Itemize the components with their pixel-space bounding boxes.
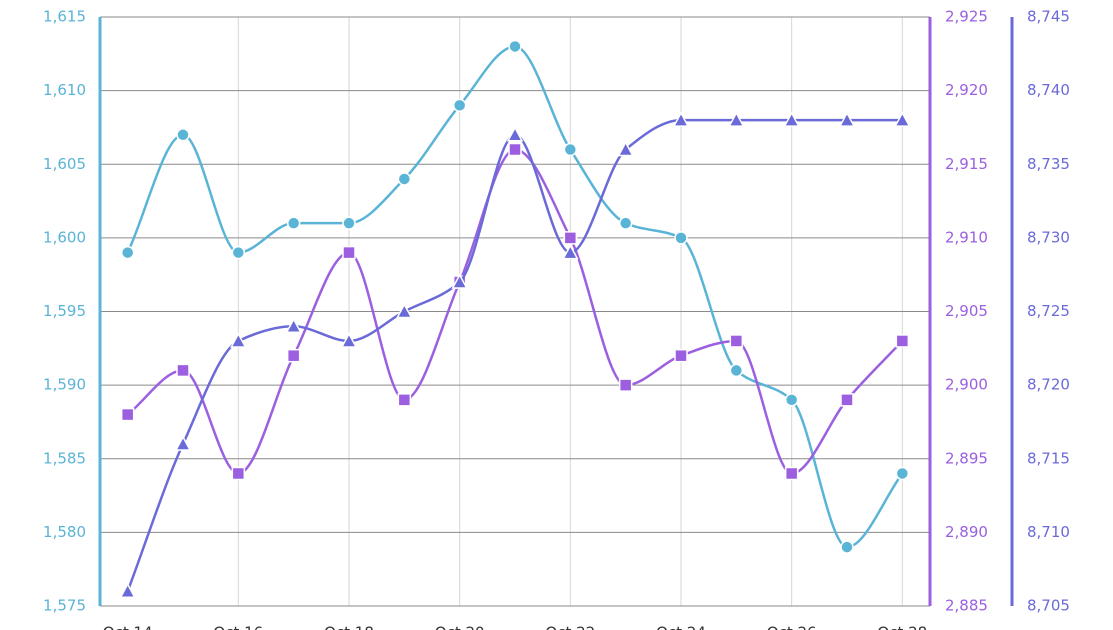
point-marker [562, 244, 579, 260]
y2-tick-label: 2,925 [945, 8, 988, 26]
y3-tick-label: 8,715 [1027, 449, 1070, 467]
point-marker [396, 302, 413, 319]
y-tick-label: 1,605 [43, 155, 86, 173]
point-marker [286, 216, 301, 230]
point-marker [452, 98, 467, 113]
point-marker [286, 348, 301, 363]
y-tick-label: 1,600 [43, 228, 86, 246]
point-marker [729, 363, 744, 378]
y2-tick-label: 2,895 [945, 449, 988, 467]
x-tick-label: Oct 16 [213, 624, 263, 630]
point-marker [176, 363, 190, 378]
y-tick-label: 1,580 [43, 523, 86, 541]
y-tick-label: 1,575 [43, 597, 86, 615]
y-tick-label: 1,595 [43, 302, 86, 320]
y3-tick-label: 8,725 [1027, 302, 1070, 320]
point-marker [342, 216, 356, 230]
x-tick-label: Oct 26 [767, 624, 817, 630]
point-marker [451, 273, 468, 289]
point-marker [563, 142, 578, 157]
point-marker [838, 111, 856, 127]
y3-tick-label: 8,720 [1027, 376, 1070, 394]
point-marker [840, 540, 854, 554]
y2-tick-label: 2,910 [945, 228, 988, 246]
point-marker [895, 334, 910, 348]
point-marker [894, 111, 911, 127]
point-marker [120, 245, 135, 260]
y2-tick-label: 2,920 [945, 81, 988, 99]
x-tick-label: Oct 14 [103, 624, 153, 630]
point-marker [176, 128, 190, 142]
x-tick-label: Oct 18 [324, 624, 374, 630]
y3-tick-label: 8,745 [1027, 8, 1070, 26]
y3-tick-label: 8,710 [1027, 523, 1070, 541]
point-marker [617, 140, 634, 157]
point-marker [174, 435, 192, 451]
point-marker [120, 407, 135, 422]
point-marker [508, 142, 522, 157]
y3-tick-label: 8,735 [1027, 155, 1070, 173]
point-marker [342, 245, 356, 260]
point-marker [397, 393, 412, 407]
x-tick-label: Oct 24 [656, 624, 706, 630]
point-marker [783, 111, 800, 127]
y3-tick-label: 8,740 [1027, 81, 1070, 99]
point-marker [119, 582, 136, 599]
point-marker [230, 332, 247, 348]
point-marker [508, 39, 522, 54]
point-marker [231, 245, 246, 260]
point-marker [840, 393, 854, 407]
series-line [126, 118, 903, 592]
point-marker [618, 216, 633, 230]
y-tick-label: 1,615 [43, 8, 86, 26]
y2-tick-label: 2,885 [945, 597, 988, 615]
y2-tick-label: 2,890 [945, 523, 988, 541]
y-tick-label: 1,610 [43, 81, 86, 99]
y3-tick-label: 8,705 [1027, 597, 1070, 615]
point-marker [285, 317, 302, 333]
point-marker [506, 126, 524, 142]
y2-tick-label: 2,900 [945, 376, 988, 394]
y2-tick-label: 2,915 [945, 155, 988, 173]
y3-tick-label: 8,730 [1027, 228, 1070, 246]
y-tick-label: 1,585 [43, 449, 86, 467]
point-marker [784, 466, 799, 481]
point-marker [728, 111, 745, 127]
point-marker [674, 231, 688, 245]
point-marker [618, 378, 633, 392]
y-tick-label: 1,590 [43, 376, 86, 394]
point-marker [397, 172, 412, 186]
y2-tick-label: 2,905 [945, 302, 988, 320]
x-tick-label: Oct 28 [877, 624, 927, 630]
point-marker [674, 348, 688, 363]
x-tick-label: Oct 22 [545, 624, 595, 630]
point-marker [895, 466, 910, 481]
x-tick-label: Oct 20 [435, 624, 485, 630]
point-marker [563, 231, 578, 245]
point-marker [784, 393, 799, 407]
series-line [126, 148, 904, 475]
point-marker [729, 334, 744, 348]
point-marker [672, 111, 690, 127]
point-marker [231, 466, 246, 481]
point-marker [340, 332, 358, 348]
